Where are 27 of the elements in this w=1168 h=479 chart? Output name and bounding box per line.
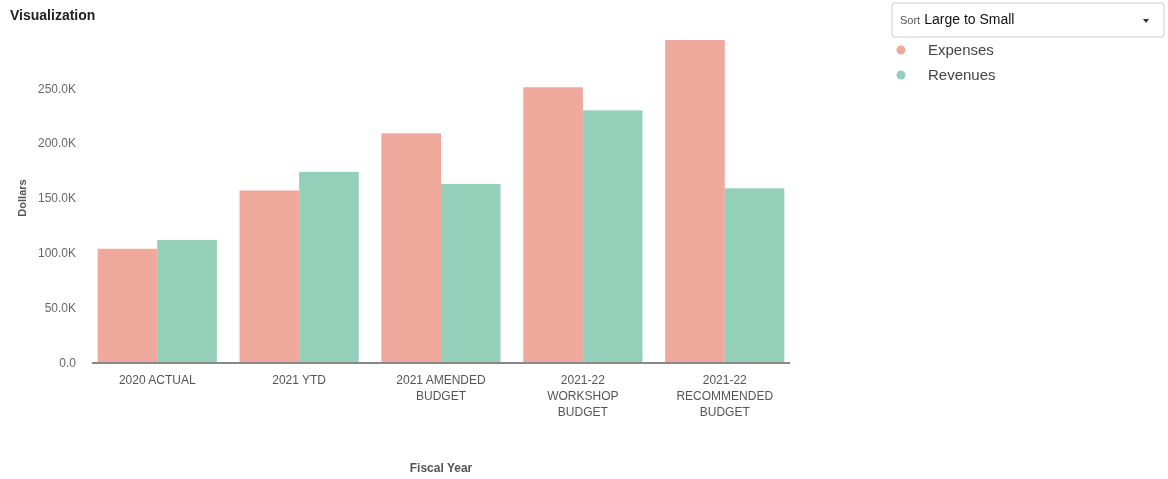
- x-tick-label: 2021 AMENDED BUDGET: [396, 373, 487, 403]
- y-tick-label: 0.0: [59, 356, 77, 371]
- legend-label: Revenues: [928, 66, 996, 84]
- x-tick-label: 2021-22 RECOMMENDED BUDGET: [676, 373, 774, 419]
- chart-title: Visualization: [10, 7, 96, 23]
- bar: [97, 248, 158, 363]
- bar: [441, 183, 501, 363]
- bar: [299, 171, 359, 363]
- x-axis-title: Fiscal Year: [409, 461, 473, 475]
- x-tick-label: 2020 ACTUAL: [118, 373, 196, 387]
- bar: [381, 133, 441, 363]
- y-axis-title: Dollars: [16, 179, 28, 217]
- bar: [665, 40, 725, 363]
- bar: [239, 190, 300, 363]
- bar: [724, 188, 785, 363]
- legend-label: Expenses: [928, 41, 994, 59]
- x-tick-label: 2021 YTD: [272, 373, 327, 387]
- bar: [157, 239, 217, 363]
- y-tick-label: 150.0K: [37, 191, 76, 206]
- sort-dropdown: Sort Large to Small: [891, 2, 1165, 38]
- y-tick-label: 200.0K: [37, 136, 76, 151]
- bar: [582, 110, 643, 363]
- y-tick-label: 50.0K: [44, 301, 76, 316]
- y-tick-label: 250.0K: [37, 81, 76, 96]
- y-tick-label: 100.0K: [37, 246, 76, 261]
- bar: [523, 87, 583, 363]
- x-tick-label: 2021-22 WORKSHOP BUDGET: [547, 373, 619, 419]
